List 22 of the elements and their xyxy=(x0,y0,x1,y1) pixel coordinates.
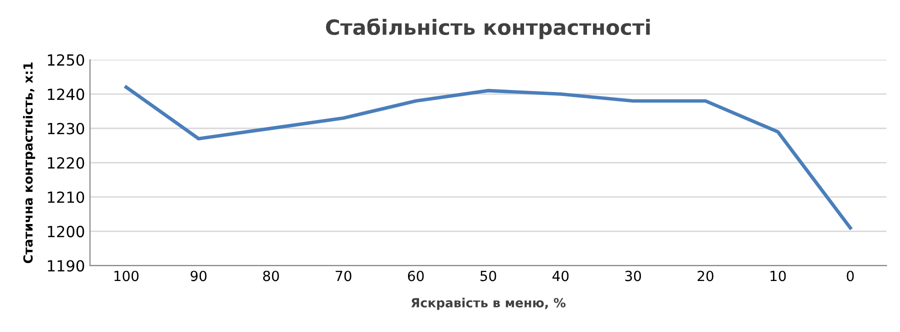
x-tick-label: 50 xyxy=(480,270,496,282)
x-tick-label: 60 xyxy=(408,270,424,282)
y-tick-label: 1200 xyxy=(48,226,84,238)
y-tick-label: 1210 xyxy=(48,191,84,204)
x-tick-label: 70 xyxy=(336,270,352,282)
x-tick-label: 80 xyxy=(263,270,279,282)
x-axis-title: Яскравість в меню, % xyxy=(411,298,566,310)
y-axis-title: Статична контрастність, x:1 xyxy=(23,62,36,264)
x-tick-label: 90 xyxy=(190,270,207,282)
x-tick-label: 100 xyxy=(114,270,139,282)
y-tick-label: 1190 xyxy=(48,260,84,272)
x-tick-label: 40 xyxy=(552,270,569,282)
x-tick-label: 30 xyxy=(625,270,641,282)
chart-title: Стабільність контрастності xyxy=(326,18,650,40)
y-tick-label: 1220 xyxy=(48,157,84,169)
y-tick-label: 1230 xyxy=(48,122,84,134)
x-tick-label: 10 xyxy=(770,270,786,282)
x-tick-label: 20 xyxy=(698,270,714,282)
x-tick-label: 0 xyxy=(846,270,854,282)
y-tick-label: 1250 xyxy=(48,54,84,66)
y-tick-label: 1240 xyxy=(48,88,84,100)
line-series xyxy=(124,85,852,230)
